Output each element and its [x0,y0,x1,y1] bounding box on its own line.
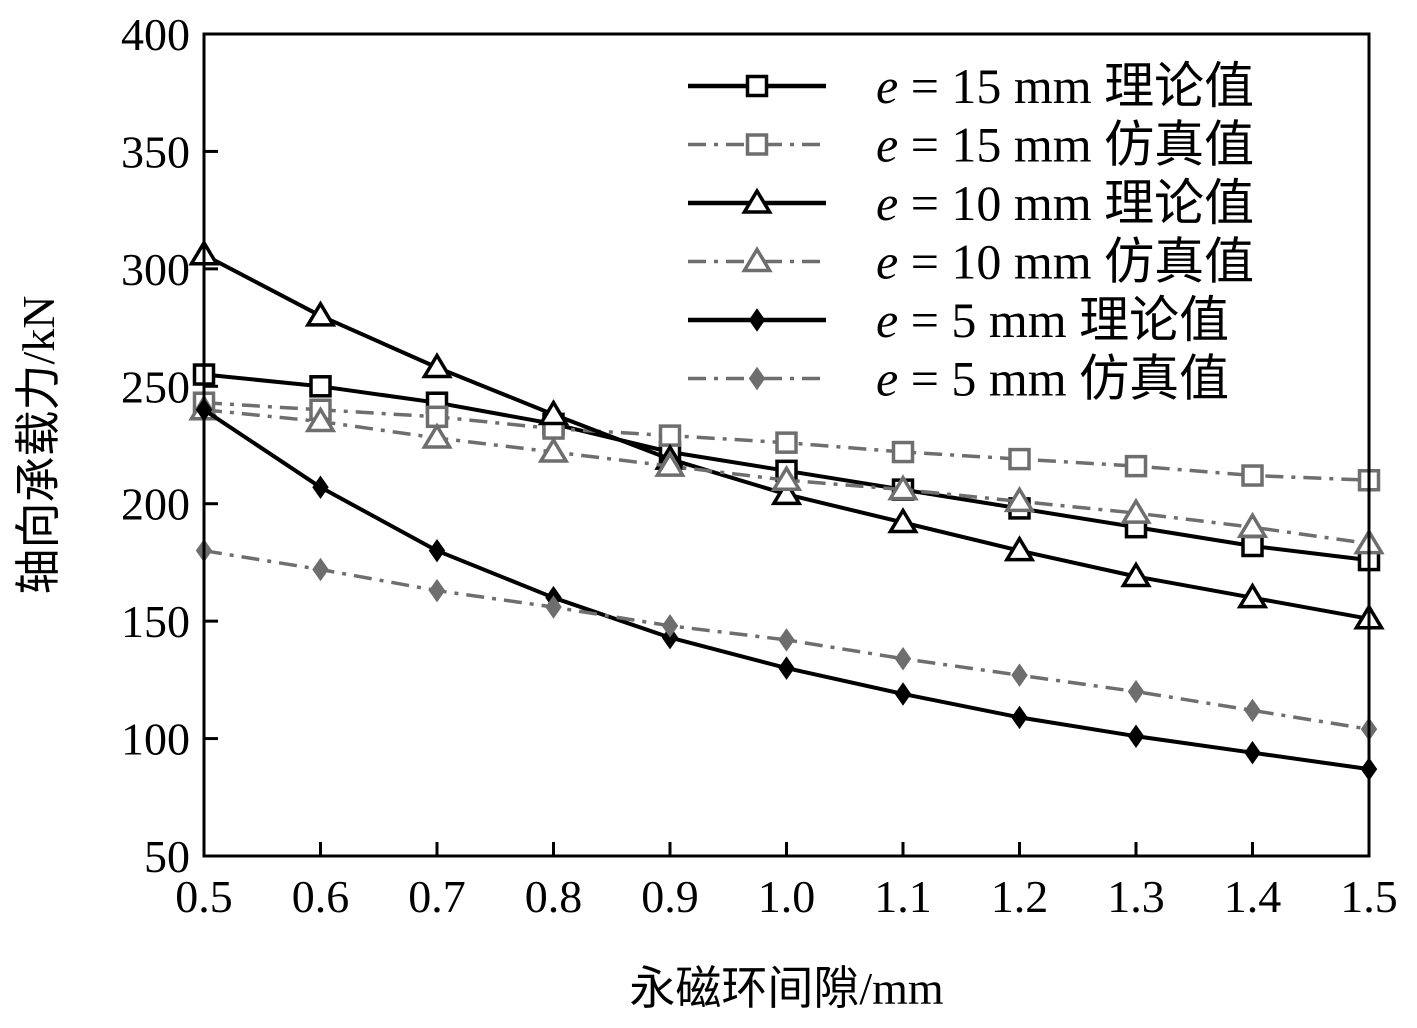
legend-label-text: = 5 mm 理论值 [898,292,1229,348]
legend-marker [748,366,766,391]
legend-label: e = 10 mm 仿真值 [876,234,1254,290]
data-point [1120,561,1152,588]
y-tick-label: 350 [121,126,190,177]
data-point [309,375,332,398]
data-point [1244,740,1261,765]
data-point [887,474,919,501]
data-point [778,656,795,680]
legend-item: e = 10 mm 仿真值 [688,234,1254,290]
x-tick-label: 0.6 [292,871,350,922]
y-tick-label: 150 [121,596,190,647]
legend-label-text: = 15 mm 理论值 [898,58,1254,114]
legend-item: e = 5 mm 理论值 [688,292,1229,348]
data-point [421,422,453,449]
data-point [1008,447,1031,471]
data-point [1127,724,1145,748]
legend-label-text: = 10 mm 理论值 [898,175,1254,231]
x-tick-label: 1.3 [1107,871,1165,922]
data-point [1011,705,1028,730]
y-tick-label: 200 [121,479,190,530]
legend-marker [741,187,773,214]
y-tick-label: 50 [144,831,190,882]
y-tick-label: 300 [121,244,190,295]
x-tick-label: 1.4 [1224,871,1282,922]
y-tick-label: 400 [121,9,190,60]
data-point [428,538,446,563]
legend-marker [745,133,769,156]
data-point [304,300,337,327]
data-point [421,352,453,379]
legend-label-text: = 15 mm 仿真值 [898,117,1254,173]
legend-marker [741,246,773,273]
data-point [770,478,803,506]
data-point [537,399,570,426]
legend-label-text: = 5 mm 仿真值 [898,351,1229,407]
data-point [770,464,803,491]
x-tick-label: 1.0 [758,871,816,922]
data-point [658,424,682,447]
data-point [654,450,686,477]
x-tick-label: 1.5 [1340,871,1398,922]
legend-label-variable: e [876,58,898,114]
legend-label: e = 15 mm 理论值 [876,58,1254,114]
data-point [894,646,912,671]
ticks-layer: 0.5 0.6 0.7 0.8 0.9 1.0 1.1 1.2 1.3 1.4 1.5 50 100 15… [121,9,1398,922]
data-point [1003,535,1036,562]
legend-item: e = 15 mm 理论值 [688,58,1254,114]
legend-label: e = 15 mm 仿真值 [876,117,1254,173]
data-point [661,614,679,638]
data-point [1124,454,1148,478]
legend-label-variable: e [876,351,898,407]
series-line [203,548,1370,731]
legend-label-variable: e [876,234,898,290]
data-point [1236,582,1269,609]
data-point [1127,679,1145,704]
data-point [312,557,329,582]
data-point [1003,485,1036,513]
data-point [1241,534,1264,558]
data-point [537,436,570,463]
x-tick-label: 1.2 [991,871,1049,922]
data-point [428,578,446,603]
legend-label: e = 5 mm 理论值 [876,292,1229,348]
y-axis-title: 轴向承载力/kN [13,296,64,595]
legend-label: e = 10 mm 理论值 [876,175,1254,231]
data-point [775,431,798,454]
legend-label-variable: e [876,292,898,348]
legend-item: e = 5 mm 仿真值 [688,351,1229,407]
x-tick-label: 0.8 [525,871,583,922]
series-layer [188,239,1385,781]
data-point [1236,511,1269,538]
y-tick-label: 100 [121,714,190,765]
data-point [891,440,915,464]
data-point [1011,663,1028,687]
x-tick-label: 0.5 [175,871,233,922]
x-axis-title: 永磁环间隙/mm [629,963,944,1014]
data-point [1244,698,1261,723]
legend-label-variable: e [876,117,898,173]
data-point [887,507,919,534]
x-tick-label: 1.1 [874,871,932,922]
legend-label-text: = 10 mm 仿真值 [898,234,1254,290]
legend-item: e = 15 mm 仿真值 [688,117,1254,173]
y-tick-label: 250 [121,361,190,412]
legend-item: e = 10 mm 理论值 [688,175,1254,231]
legend-label-variable: e [876,175,898,231]
data-point [778,628,795,652]
data-point [1120,497,1152,524]
legend-label: e = 5 mm 仿真值 [876,351,1229,407]
data-point [1241,464,1264,487]
data-point [545,595,562,619]
legend-marker [745,74,769,98]
data-point [312,475,329,500]
series-4 [188,394,1385,555]
data-point [304,406,337,433]
x-tick-label: 0.9 [641,871,699,922]
data-point [894,682,912,706]
x-tick-label: 0.7 [408,871,466,922]
legend-marker [748,308,766,332]
series-6 [195,538,1378,741]
